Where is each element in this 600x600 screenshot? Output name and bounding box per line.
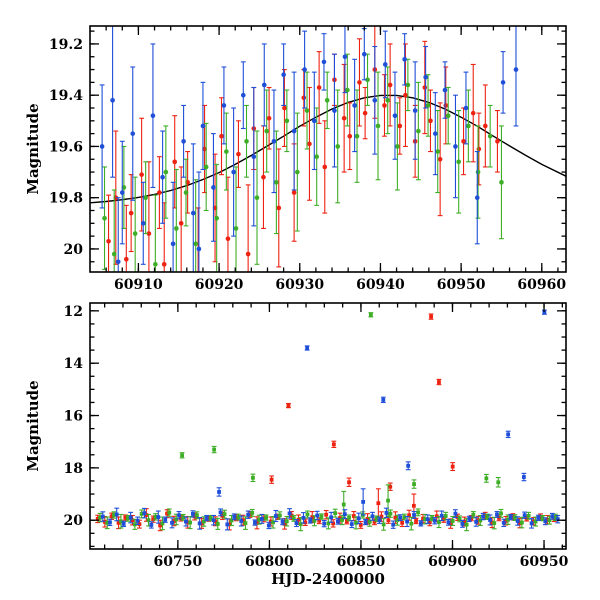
bottom-panel-tick-labels: 60750 60800 60850 60900 60950 12 14 16 18 20	[64, 304, 569, 570]
x-tick-label: 60800	[245, 554, 294, 570]
top-panel-frame	[89, 25, 567, 273]
x-tick-label: 60930	[275, 277, 324, 293]
top-panel-series-blue	[99, 26, 519, 272]
top-panel-tick-labels: 60910 60920 60930 60940 60950 60960 19.2 19.4 19…	[49, 37, 567, 293]
top-panel-series-green	[102, 53, 504, 272]
x-tick-label: 60850	[337, 554, 386, 570]
bottom-panel-series-green	[97, 312, 558, 532]
y-tick-label: 18	[64, 461, 83, 477]
y-tick-label: 14	[64, 356, 84, 372]
x-tick-label: 60960	[517, 277, 566, 293]
top-panel-data-area	[90, 26, 566, 272]
y-tick-label: 19.6	[49, 139, 83, 155]
x-tick-label: 60910	[114, 277, 163, 293]
x-tick-label: 60950	[520, 554, 569, 570]
y-tick-label: 19.2	[49, 37, 83, 53]
model-curve	[90, 94, 566, 204]
y-tick-label: 19.4	[49, 88, 83, 104]
bottom-panel-ticks	[90, 303, 566, 549]
x-tick-label: 60920	[195, 277, 244, 293]
y-tick-label: 19.8	[49, 191, 83, 207]
y-tick-label: 20	[64, 513, 84, 529]
top-panel-ticks	[90, 26, 566, 272]
x-tick-label: 60900	[428, 554, 477, 570]
x-tick-label: 60940	[356, 277, 405, 293]
bottom-panel-series-blue	[100, 309, 561, 531]
y-tick-label: 20	[64, 242, 84, 258]
x-tick-label: 60750	[154, 554, 203, 570]
y-axis-label-top: Magnitude	[24, 103, 42, 195]
y-axis-label-bottom: Magnitude	[24, 380, 42, 472]
x-tick-label: 60950	[437, 277, 486, 293]
y-tick-label: 12	[64, 304, 83, 320]
bottom-panel-data-area	[95, 309, 561, 532]
bottom-panel-frame	[89, 302, 567, 550]
y-tick-label: 16	[64, 409, 83, 425]
bottom-panel-series-red	[95, 313, 557, 532]
x-axis-label: HJD-2400000	[271, 570, 385, 588]
